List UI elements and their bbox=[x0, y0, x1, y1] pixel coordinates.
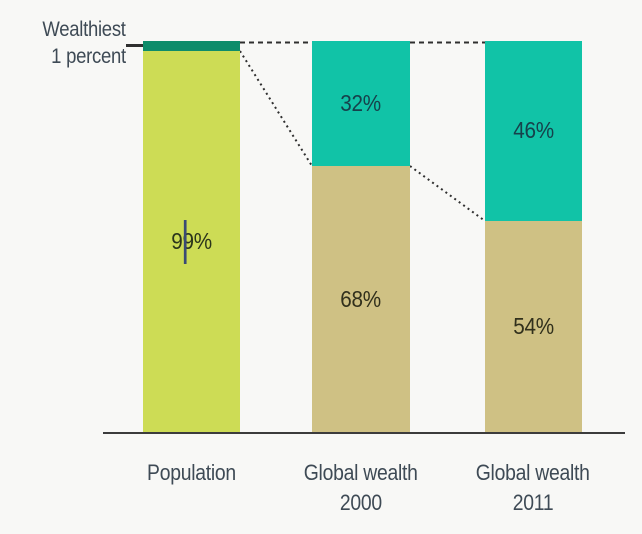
text-cursor bbox=[183, 220, 187, 264]
annotation-tick bbox=[126, 44, 143, 47]
axis-label-line1: Population bbox=[146, 460, 236, 485]
connector-dotted-diagonal-line bbox=[239, 50, 313, 167]
wealthiest-annotation: Wealthiest 1 percent bbox=[2, 16, 127, 70]
bar-segment-wealthiest: 32% bbox=[312, 41, 410, 167]
plot-area: 99% 32% 68% 46% 54% bbox=[0, 41, 642, 432]
segment-label: 54% bbox=[513, 312, 554, 339]
segment-label: 68% bbox=[340, 285, 382, 312]
connector-dotted-diagonal-line bbox=[409, 165, 486, 222]
annotation-line1: Wealthiest bbox=[42, 18, 127, 41]
x-axis-line bbox=[103, 432, 625, 434]
segment-label: 32% bbox=[340, 90, 382, 117]
axis-label-line2: 2000 bbox=[339, 490, 383, 515]
bar-segment-wealthiest bbox=[143, 41, 240, 51]
axis-label-line1: Global wealth bbox=[304, 460, 418, 485]
bar-population: 99% bbox=[143, 41, 240, 432]
axis-label-global-wealth-2011: Global wealth 2011 bbox=[433, 458, 633, 518]
bar-segment-rest: 99% bbox=[143, 51, 240, 432]
segment-label: 46% bbox=[513, 117, 554, 144]
annotation-line2: 1 percent bbox=[51, 45, 126, 68]
bar-segment-rest: 54% bbox=[485, 220, 582, 432]
bar-segment-wealthiest: 46% bbox=[485, 41, 582, 221]
segment-label: 99% bbox=[171, 220, 212, 264]
bar-global-wealth-2011: 46% 54% bbox=[485, 41, 582, 432]
axis-label-line2: 2011 bbox=[512, 490, 554, 515]
axis-label-population: Population bbox=[91, 458, 291, 518]
axis-label-global-wealth-2000: Global wealth 2000 bbox=[261, 458, 461, 518]
bar-segment-rest: 68% bbox=[312, 166, 410, 432]
axis-label-line1: Global wealth bbox=[476, 460, 590, 485]
bar-global-wealth-2000: 32% 68% bbox=[312, 41, 410, 432]
